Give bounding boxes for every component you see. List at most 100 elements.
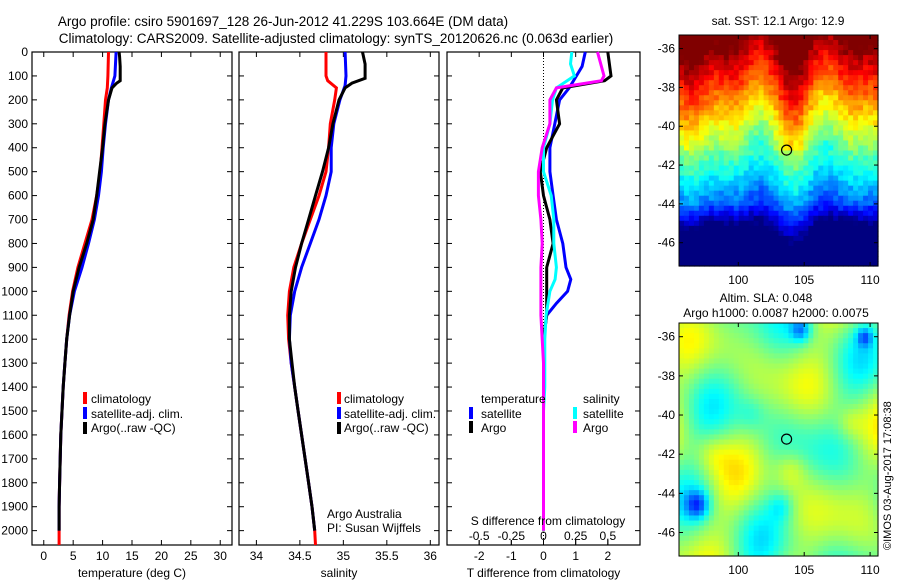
heatmap-cell [848,530,854,537]
heatmap-cell [728,120,735,126]
heatmap-cell [818,160,824,167]
heatmap-cell [728,439,735,446]
heatmap-cell [798,424,804,430]
heatmap-cell [808,348,814,354]
x-tick-label: 34.5 [288,549,312,563]
heatmap-cell [733,60,740,66]
heatmap-cell [823,530,829,537]
heatmap-cell [679,500,685,506]
heatmap-cell [863,495,869,501]
heatmap-cell [753,205,760,212]
heatmap-cell [758,150,765,157]
heatmap-cell [758,469,765,476]
heatmap-cell [723,60,730,66]
heatmap-cell [768,200,775,207]
heatmap-cell [758,55,765,61]
heatmap-cell [763,353,770,360]
heatmap-cell [833,530,839,537]
heatmap-cell [733,250,740,257]
heatmap-cell [698,439,705,446]
heatmap-cell [788,520,795,527]
heatmap-cell [768,464,775,471]
heatmap-cell [703,388,710,395]
heatmap-cell [708,545,715,552]
heatmap-cell [713,180,720,187]
heatmap-cell [679,150,685,157]
heatmap-cell [858,55,864,61]
heatmap-cell [858,65,864,71]
heatmap-cell [773,495,780,501]
heatmap-cell [753,170,760,177]
heatmap-cell [788,170,795,177]
heatmap-cell [808,485,814,491]
heatmap-cell [863,130,869,137]
s-tick-label: -0.5 [469,529,490,543]
heatmap-cell [743,383,750,390]
heatmap-cell [848,464,854,471]
heatmap-cell [828,520,834,527]
heatmap-cell [818,500,824,506]
heatmap-cell [683,220,690,227]
heatmap-cell [858,245,864,252]
heatmap-cell [778,373,785,380]
heatmap-cell [768,469,775,476]
heatmap-cell [828,220,834,227]
heatmap-cell [758,505,765,512]
heatmap-cell [683,434,690,441]
heatmap-cell [753,404,760,410]
heatmap-cell [773,60,780,66]
heatmap-cell [753,75,760,81]
heatmap-cell [763,100,770,106]
heatmap-cell [728,454,735,461]
heatmap-cell [748,393,755,400]
heatmap-cell [873,328,879,334]
heatmap-cell [703,449,710,456]
lat-tick-label: -46 [658,236,676,250]
heatmap-cell [763,323,770,329]
heatmap-cell [793,210,799,217]
heatmap-cell [823,540,829,547]
heatmap-cell [763,190,770,197]
heatmap-cell [763,170,770,177]
heatmap-cell [793,363,799,370]
heatmap-cell [758,210,765,217]
heatmap-cell [708,414,715,420]
heatmap-cell [788,175,795,182]
heatmap-cell [773,505,780,512]
heatmap-cell [733,449,740,456]
heatmap-cell [863,409,869,415]
heatmap-cell [713,55,720,61]
heatmap-cell [748,240,755,247]
heatmap-cell [743,490,750,496]
heatmap-cell [843,100,849,106]
heatmap-cell [833,333,839,339]
heatmap-cell [808,220,814,227]
heatmap-cell [828,205,834,212]
heatmap-cell [823,393,829,400]
heatmap-cell [723,474,730,481]
heatmap-cell [828,55,834,61]
heatmap-cell [679,343,685,349]
heatmap-cell [698,480,705,486]
x-tick-label: 35 [337,549,351,563]
heatmap-cell [788,530,795,537]
heatmap-cell [818,85,824,91]
heatmap-cell [748,215,755,222]
heatmap-cell [833,500,839,506]
heatmap-cell [683,485,690,491]
heatmap-cell [788,353,795,360]
heatmap-cell [788,210,795,217]
heatmap-cell [863,85,869,91]
heatmap-cell [728,235,735,242]
heatmap-cell [763,495,770,501]
heatmap-cell [723,40,730,46]
heatmap-cell [813,505,819,512]
heatmap-cell [838,180,844,187]
heatmap-cell [793,333,799,339]
heatmap-cell [768,353,775,360]
heatmap-cell [688,419,695,425]
heatmap-cell [798,35,804,41]
heatmap-cell [708,220,715,227]
heatmap-cell [743,363,750,370]
heatmap-cell [738,545,745,552]
